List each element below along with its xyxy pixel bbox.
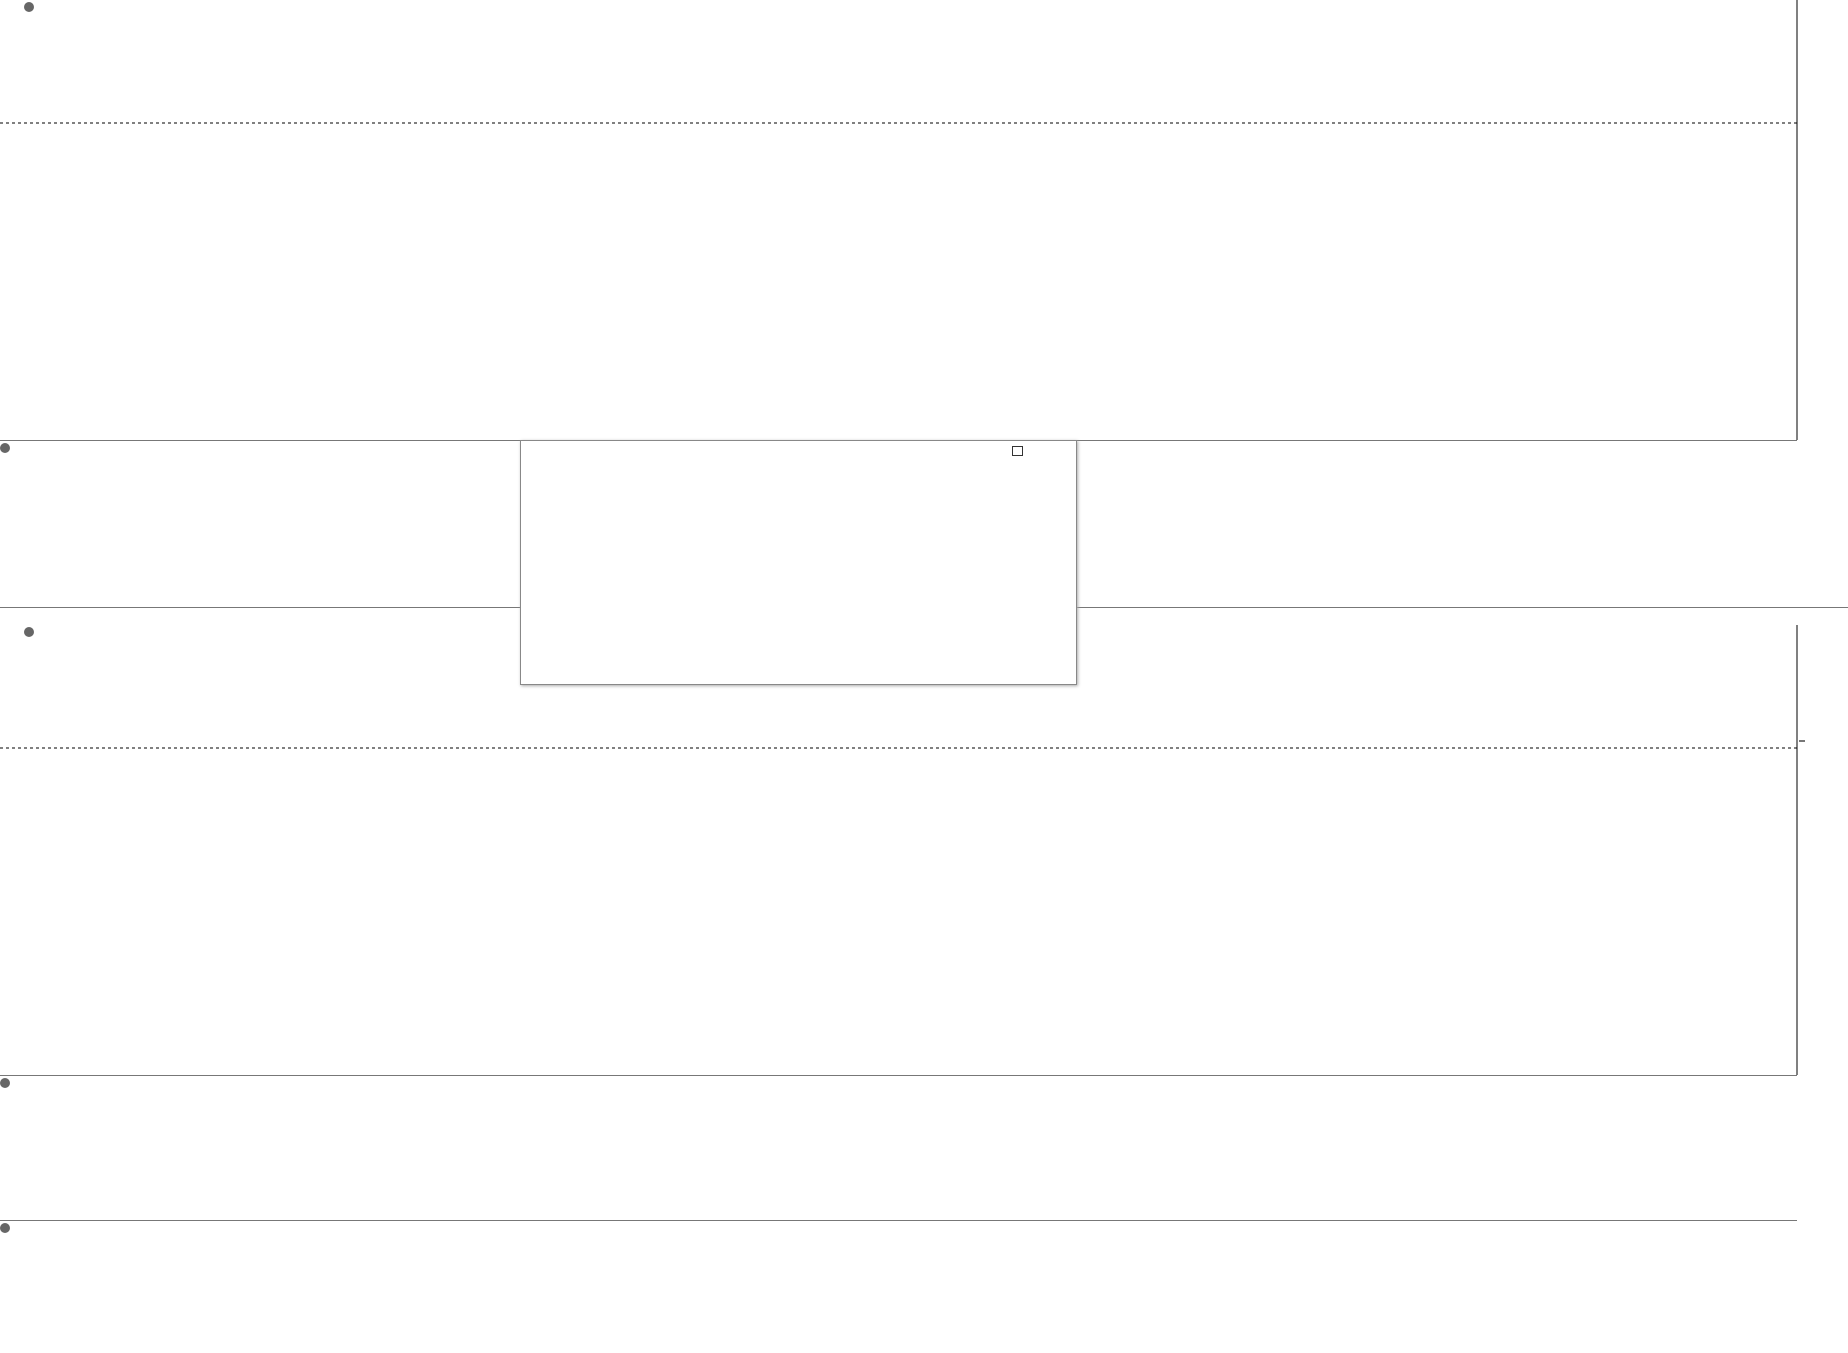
popup-chart <box>521 441 1076 684</box>
popup-restore-icon[interactable] <box>1012 446 1023 456</box>
dropdown-circle-icon <box>0 1078 10 1088</box>
top-price-chart[interactable] <box>0 0 1848 440</box>
bottom-chart-header <box>0 625 67 641</box>
dropdown-circle-icon <box>24 627 34 637</box>
top-chart-header <box>0 0 85 16</box>
index-style-selector[interactable] <box>0 1222 19 1235</box>
index-sub-header <box>0 1220 1797 1237</box>
intraday-popup[interactable] <box>520 440 1077 685</box>
sub-style-selector[interactable] <box>0 442 19 455</box>
main-style-selector[interactable] <box>24 626 43 639</box>
main-style-selector[interactable] <box>24 1 43 14</box>
bottom-sub-header <box>0 1075 1797 1092</box>
index-chart[interactable] <box>0 1236 1848 1353</box>
bottom-price-chart[interactable] <box>0 625 1848 1075</box>
dropdown-circle-icon <box>0 443 10 453</box>
bottom-volume-chart[interactable] <box>0 1091 1848 1220</box>
dropdown-circle-icon <box>24 2 34 12</box>
dropdown-circle-icon <box>0 1223 10 1233</box>
bottom-ref-price <box>1799 740 1805 742</box>
sub-style-selector[interactable] <box>0 1077 19 1090</box>
